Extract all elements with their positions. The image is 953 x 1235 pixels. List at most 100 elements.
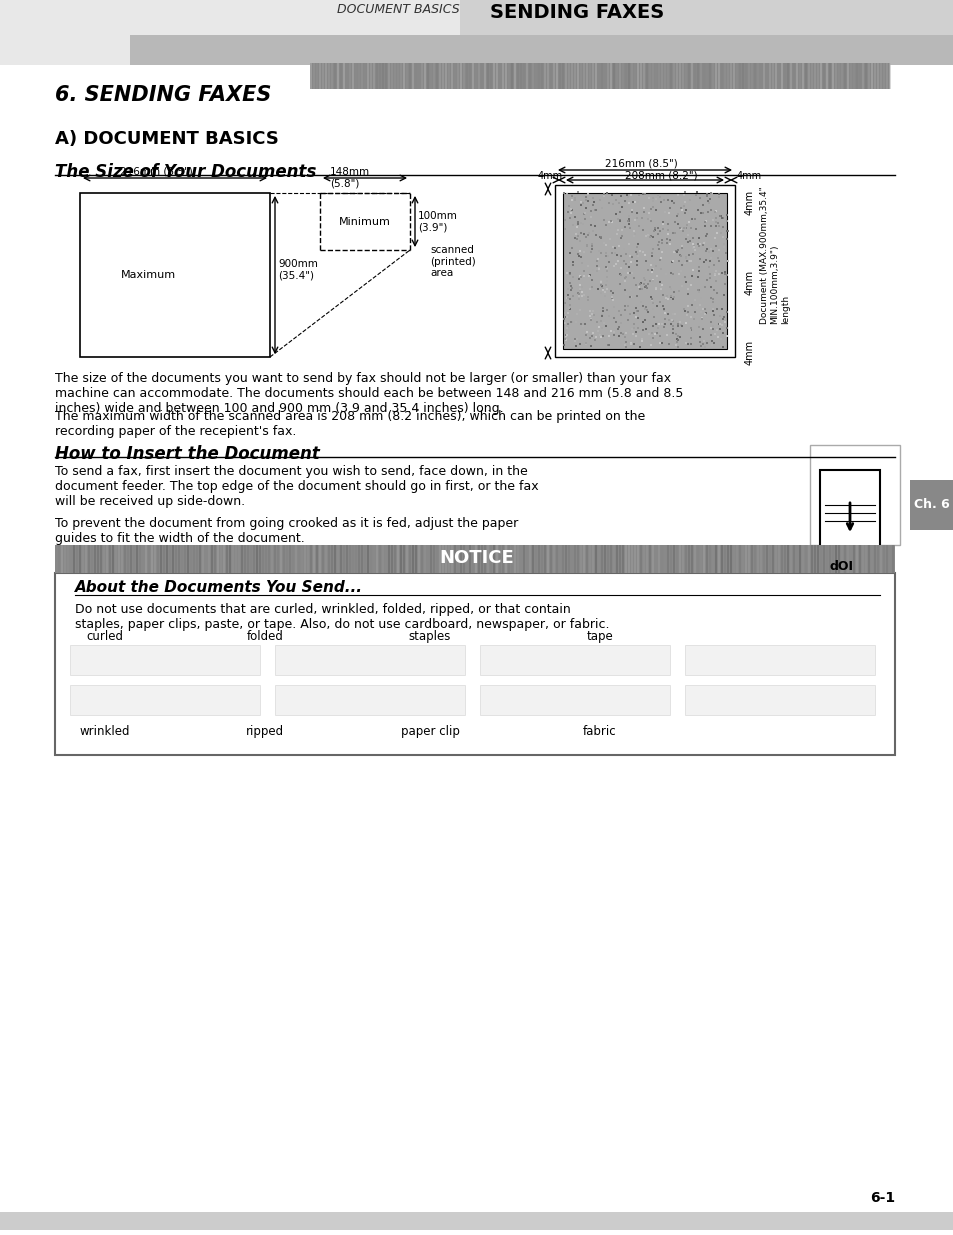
Bar [579,275,581,278]
Bar [660,545,662,573]
Bar [651,236,653,238]
Bar [649,277,652,279]
Bar [593,315,595,316]
Bar [590,251,592,253]
Bar [595,336,597,338]
Bar [507,63,510,89]
Bar [634,233,636,235]
Bar [621,545,623,573]
Bar [663,322,665,325]
Bar [55,545,894,573]
Bar [674,251,676,252]
Bar [673,291,675,293]
Bar [709,193,711,194]
Bar [612,331,614,333]
Bar [540,545,542,573]
Bar [687,241,689,243]
Bar [713,342,715,343]
Bar [493,545,495,573]
Bar [698,291,700,293]
Bar [517,545,518,573]
Text: Maximum: Maximum [120,270,175,280]
Bar [589,315,591,317]
Bar [792,63,794,89]
Bar [862,63,863,89]
Bar [145,545,147,573]
Bar [671,201,673,203]
Bar [396,545,398,573]
Bar [717,222,719,225]
Bar [537,63,539,89]
Bar [550,63,552,89]
Bar [600,206,602,209]
Bar [813,545,815,573]
Bar [318,545,320,573]
Bar [660,322,662,325]
Bar [657,233,659,235]
Bar [760,63,761,89]
Bar [702,545,704,573]
Bar [612,306,614,308]
Bar [596,288,598,290]
Bar [591,247,593,249]
Bar [624,275,626,278]
Bar [649,219,651,220]
Bar [781,545,782,573]
Bar [723,283,725,285]
Text: How to Insert the Document: How to Insert the Document [55,445,319,463]
Bar [577,545,578,573]
Bar [725,220,728,222]
Bar [73,545,75,573]
Bar [600,285,603,287]
Bar [721,346,723,348]
Bar [876,545,878,573]
Bar [710,343,712,346]
Bar [709,296,711,299]
Bar [619,254,622,257]
Bar [465,545,468,573]
Bar [710,225,712,227]
Bar [882,545,884,573]
Bar [459,63,461,89]
Bar [195,545,198,573]
Bar [599,280,601,283]
Bar [301,545,303,573]
Bar [598,249,599,252]
Bar [318,63,320,89]
Bar [616,290,618,291]
Bar [630,545,633,573]
Bar [846,63,848,89]
Bar [623,309,625,311]
Bar [566,324,568,325]
Bar [612,266,615,267]
Bar [602,195,604,196]
Bar [381,545,384,573]
Bar [665,295,667,296]
Bar [708,261,710,262]
Bar [891,545,893,573]
Bar [611,296,613,299]
Bar [598,63,599,89]
Bar [178,545,180,573]
Bar [781,63,782,89]
Bar [687,235,689,236]
Bar [645,545,647,573]
Bar [237,545,240,573]
Bar [160,545,162,573]
Bar [247,545,249,573]
Text: dOI: dOI [829,559,853,573]
Bar [451,545,453,573]
Bar [607,254,609,257]
Bar [683,277,685,278]
Bar [574,63,576,89]
Bar [567,288,569,290]
Bar [658,322,659,325]
Bar [396,63,398,89]
Bar [588,310,590,312]
Bar [671,299,673,300]
Bar [274,545,275,573]
Bar [576,226,578,227]
Bar [579,324,581,325]
Bar [599,280,601,283]
Bar [885,545,887,573]
